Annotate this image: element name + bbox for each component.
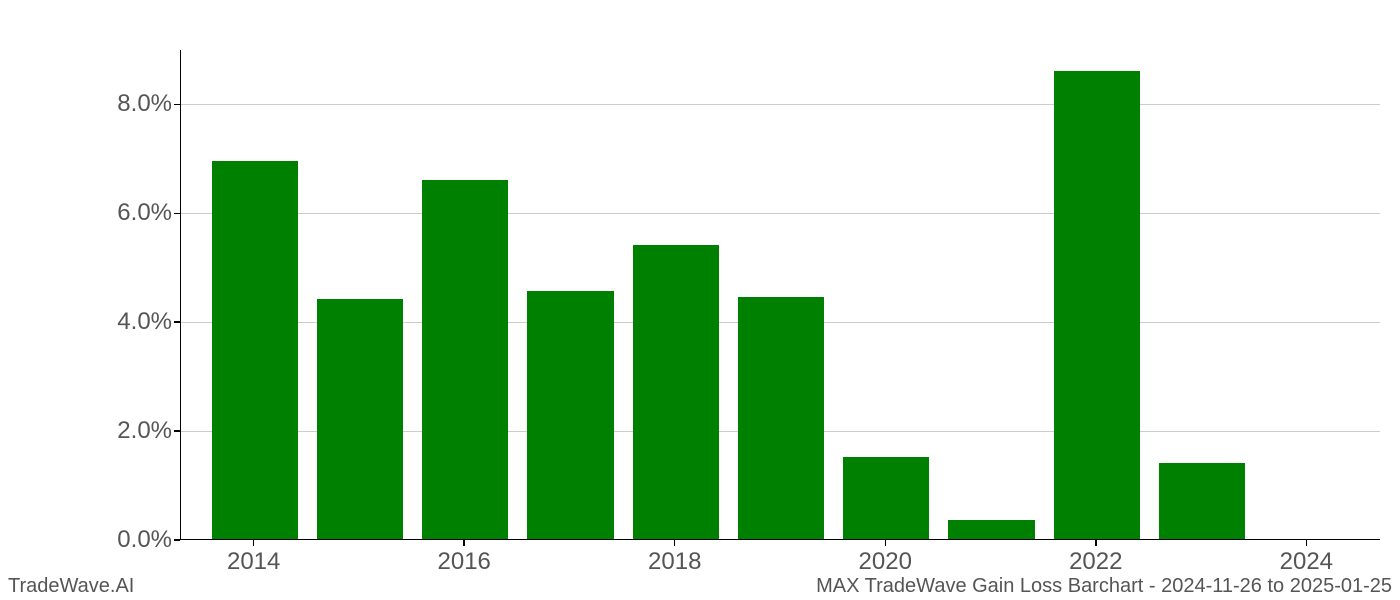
x-tick-mark xyxy=(1095,540,1097,546)
bar xyxy=(527,291,613,539)
x-tick-label: 2022 xyxy=(1069,548,1122,576)
y-tick-mark xyxy=(174,104,180,106)
footer-right-caption: MAX TradeWave Gain Loss Barchart - 2024-… xyxy=(816,575,1392,598)
y-tick-label: 0.0% xyxy=(72,526,172,554)
bar xyxy=(317,299,403,539)
bar xyxy=(1054,71,1140,539)
x-tick-mark xyxy=(1306,540,1308,546)
bar xyxy=(738,297,824,539)
y-tick-mark xyxy=(174,321,180,323)
plot-area xyxy=(180,50,1380,540)
x-tick-label: 2024 xyxy=(1280,548,1333,576)
footer-left-brand: TradeWave.AI xyxy=(8,575,134,598)
y-tick-label: 6.0% xyxy=(72,199,172,227)
x-tick-mark xyxy=(885,540,887,546)
bar xyxy=(633,245,719,539)
bar xyxy=(212,161,298,539)
x-tick-label: 2018 xyxy=(648,548,701,576)
x-tick-label: 2014 xyxy=(227,548,280,576)
barchart-container: TradeWave.AI MAX TradeWave Gain Loss Bar… xyxy=(0,0,1400,600)
bar xyxy=(948,520,1034,539)
y-tick-mark xyxy=(174,539,180,541)
y-tick-mark xyxy=(174,213,180,215)
x-tick-mark xyxy=(253,540,255,546)
y-tick-mark xyxy=(174,430,180,432)
x-tick-label: 2020 xyxy=(859,548,912,576)
y-tick-label: 2.0% xyxy=(72,417,172,445)
bar xyxy=(1159,463,1245,539)
x-tick-mark xyxy=(674,540,676,546)
bar xyxy=(422,180,508,539)
y-tick-label: 4.0% xyxy=(72,308,172,336)
gridline xyxy=(181,213,1380,214)
gridline xyxy=(181,104,1380,105)
x-tick-mark xyxy=(463,540,465,546)
x-tick-label: 2016 xyxy=(438,548,491,576)
bar xyxy=(843,457,929,539)
y-tick-label: 8.0% xyxy=(72,90,172,118)
